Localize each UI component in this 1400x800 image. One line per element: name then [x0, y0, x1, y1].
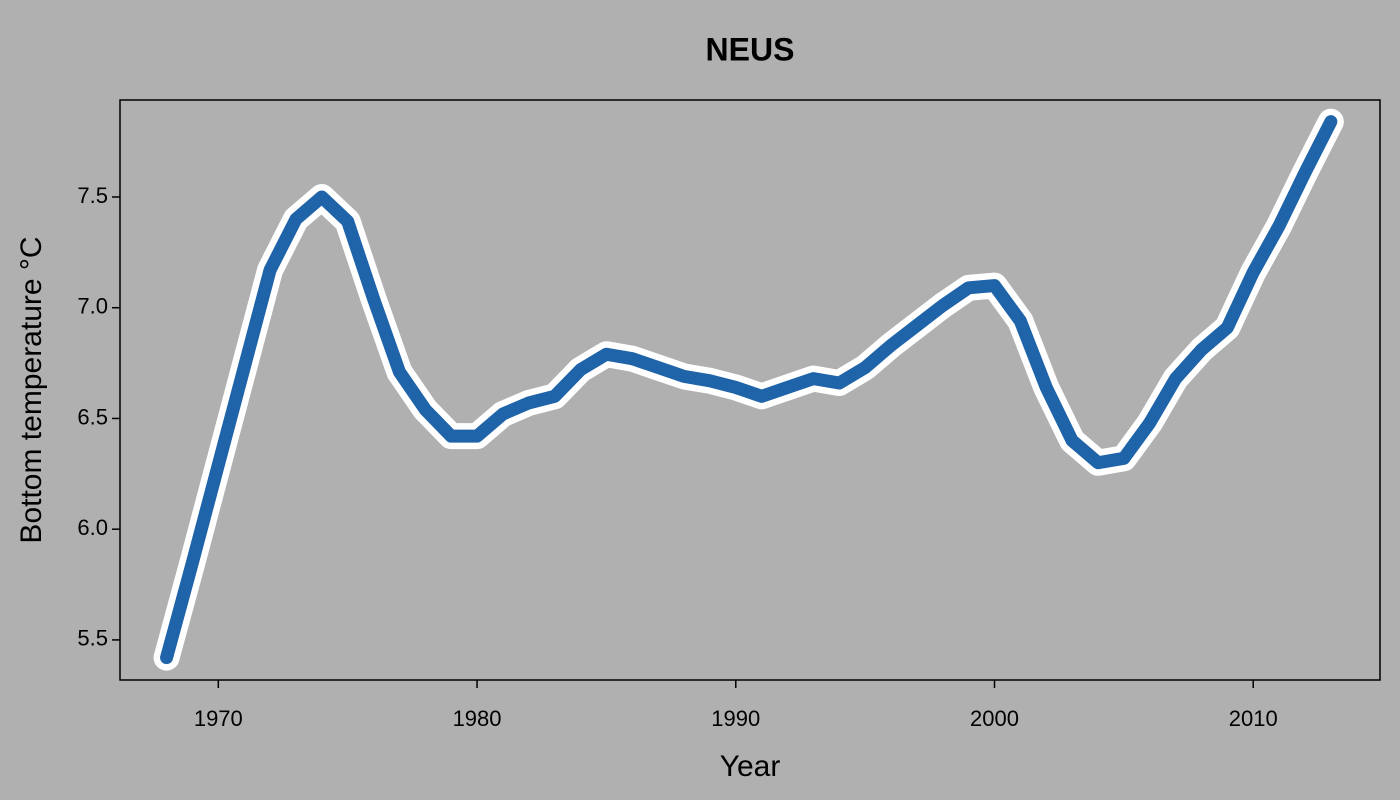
y-tick-label: 7.0 [77, 294, 108, 319]
y-tick-label: 5.5 [77, 626, 108, 651]
x-tick-label: 2000 [970, 706, 1019, 731]
y-axis-label: Bottom temperature °C [15, 236, 48, 543]
x-axis-label: Year [720, 750, 781, 783]
x-tick-label: 1970 [194, 706, 243, 731]
plot-frame [119, 99, 1381, 681]
y-tick-label: 7.5 [77, 183, 108, 208]
y-tick-label: 6.0 [77, 515, 108, 540]
x-tick-label: 2010 [1229, 706, 1278, 731]
x-tick-label: 1990 [711, 706, 760, 731]
y-tick-label: 6.5 [77, 404, 108, 429]
line [160, 115, 1338, 665]
chart-title: NEUS [706, 31, 795, 67]
x-tick-label: 1980 [453, 706, 502, 731]
